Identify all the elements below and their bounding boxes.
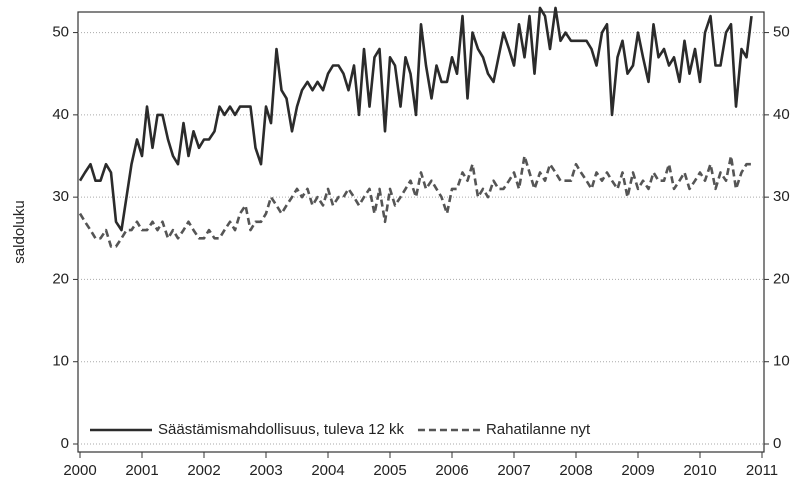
- legend-label: Rahatilanne nyt: [486, 421, 591, 438]
- series-line: [78, 154, 752, 248]
- x-tick-label: 2008: [559, 462, 592, 479]
- y-axis-label: saldoluku: [11, 200, 28, 263]
- y2-tick-label: 20: [773, 270, 790, 287]
- y2-tick-label: 0: [773, 435, 781, 452]
- x-tick-label: 2009: [621, 462, 654, 479]
- x-tick-label: 2007: [497, 462, 530, 479]
- y2-tick-label: 30: [773, 188, 790, 205]
- y-tick-label: 50: [52, 24, 69, 41]
- legend-label: Säästämismahdollisuus, tuleva 12 kk: [158, 421, 404, 438]
- y-tick-label: 0: [61, 435, 69, 452]
- y-tick-label: 30: [52, 188, 69, 205]
- x-tick-label: 2003: [249, 462, 282, 479]
- y-tick-label: 10: [52, 353, 69, 370]
- x-tick-label: 2000: [63, 462, 96, 479]
- series-line: [78, 6, 753, 232]
- y2-tick-label: 40: [773, 106, 790, 123]
- plot-frame: [77, 11, 765, 453]
- y2-tick-label: 50: [773, 24, 790, 41]
- x-tick-label: 2005: [373, 462, 406, 479]
- x-tick-label: 2004: [311, 462, 344, 479]
- x-tick-label: 2011: [746, 462, 778, 479]
- x-tick-label: 2006: [435, 462, 468, 479]
- y-tick-label: 20: [52, 270, 69, 287]
- x-tick-label: 2010: [683, 462, 716, 479]
- x-tick-label: 2002: [187, 462, 220, 479]
- y-tick-label: 40: [52, 106, 69, 123]
- y2-tick-label: 10: [773, 353, 790, 370]
- x-tick-label: 2001: [125, 462, 158, 479]
